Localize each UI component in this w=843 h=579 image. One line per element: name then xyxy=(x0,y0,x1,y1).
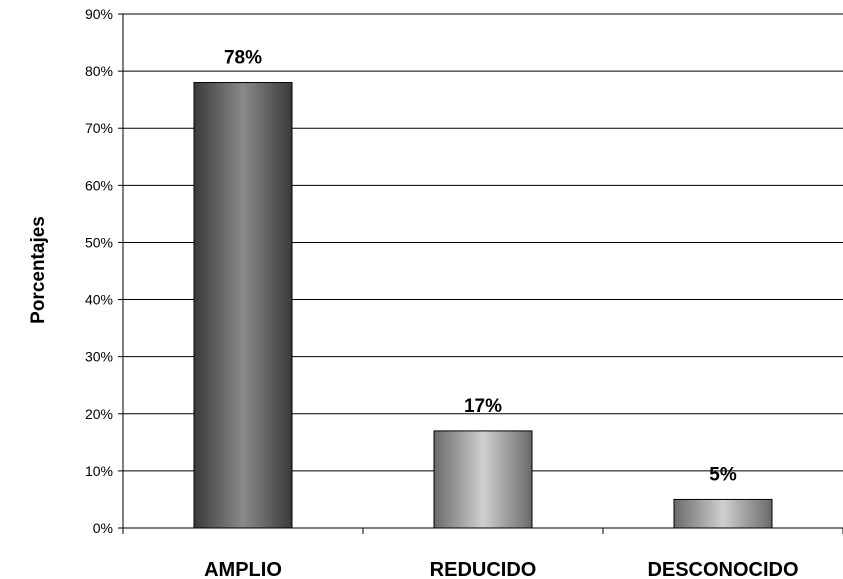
bar-desconocido xyxy=(674,499,772,528)
y-axis-ticks: 0% 10% 20% 30% 40% 50% 60% 70% 80% 90% xyxy=(85,6,123,536)
x-category-label: AMPLIO xyxy=(204,559,282,579)
data-labels: 78% 17% 5% xyxy=(224,48,737,486)
data-label-reducido: 17% xyxy=(464,396,502,417)
data-label-desconocido: 5% xyxy=(709,464,737,485)
data-label-amplio: 78% xyxy=(224,48,262,69)
bar-amplio xyxy=(194,83,292,528)
y-tick-label: 90% xyxy=(85,6,113,22)
x-category-label: REDUCIDO xyxy=(430,559,537,579)
y-tick-label: 60% xyxy=(85,177,113,193)
y-axis-title: Porcentajes xyxy=(28,216,49,324)
y-tick-label: 0% xyxy=(93,520,113,536)
y-tick-label: 20% xyxy=(85,406,113,422)
y-tick-label: 10% xyxy=(85,463,113,479)
x-axis-ticks: AMPLIO REDUCIDO DESCONOCIDO xyxy=(123,528,843,579)
bars xyxy=(194,83,772,528)
y-tick-label: 70% xyxy=(85,120,113,136)
bar-reducido xyxy=(434,431,532,528)
y-tick-label: 80% xyxy=(85,63,113,79)
x-category-label: DESCONOCIDO xyxy=(647,559,798,579)
y-tick-label: 50% xyxy=(85,234,113,250)
y-tick-label: 40% xyxy=(85,292,113,308)
y-tick-label: 30% xyxy=(85,349,113,365)
